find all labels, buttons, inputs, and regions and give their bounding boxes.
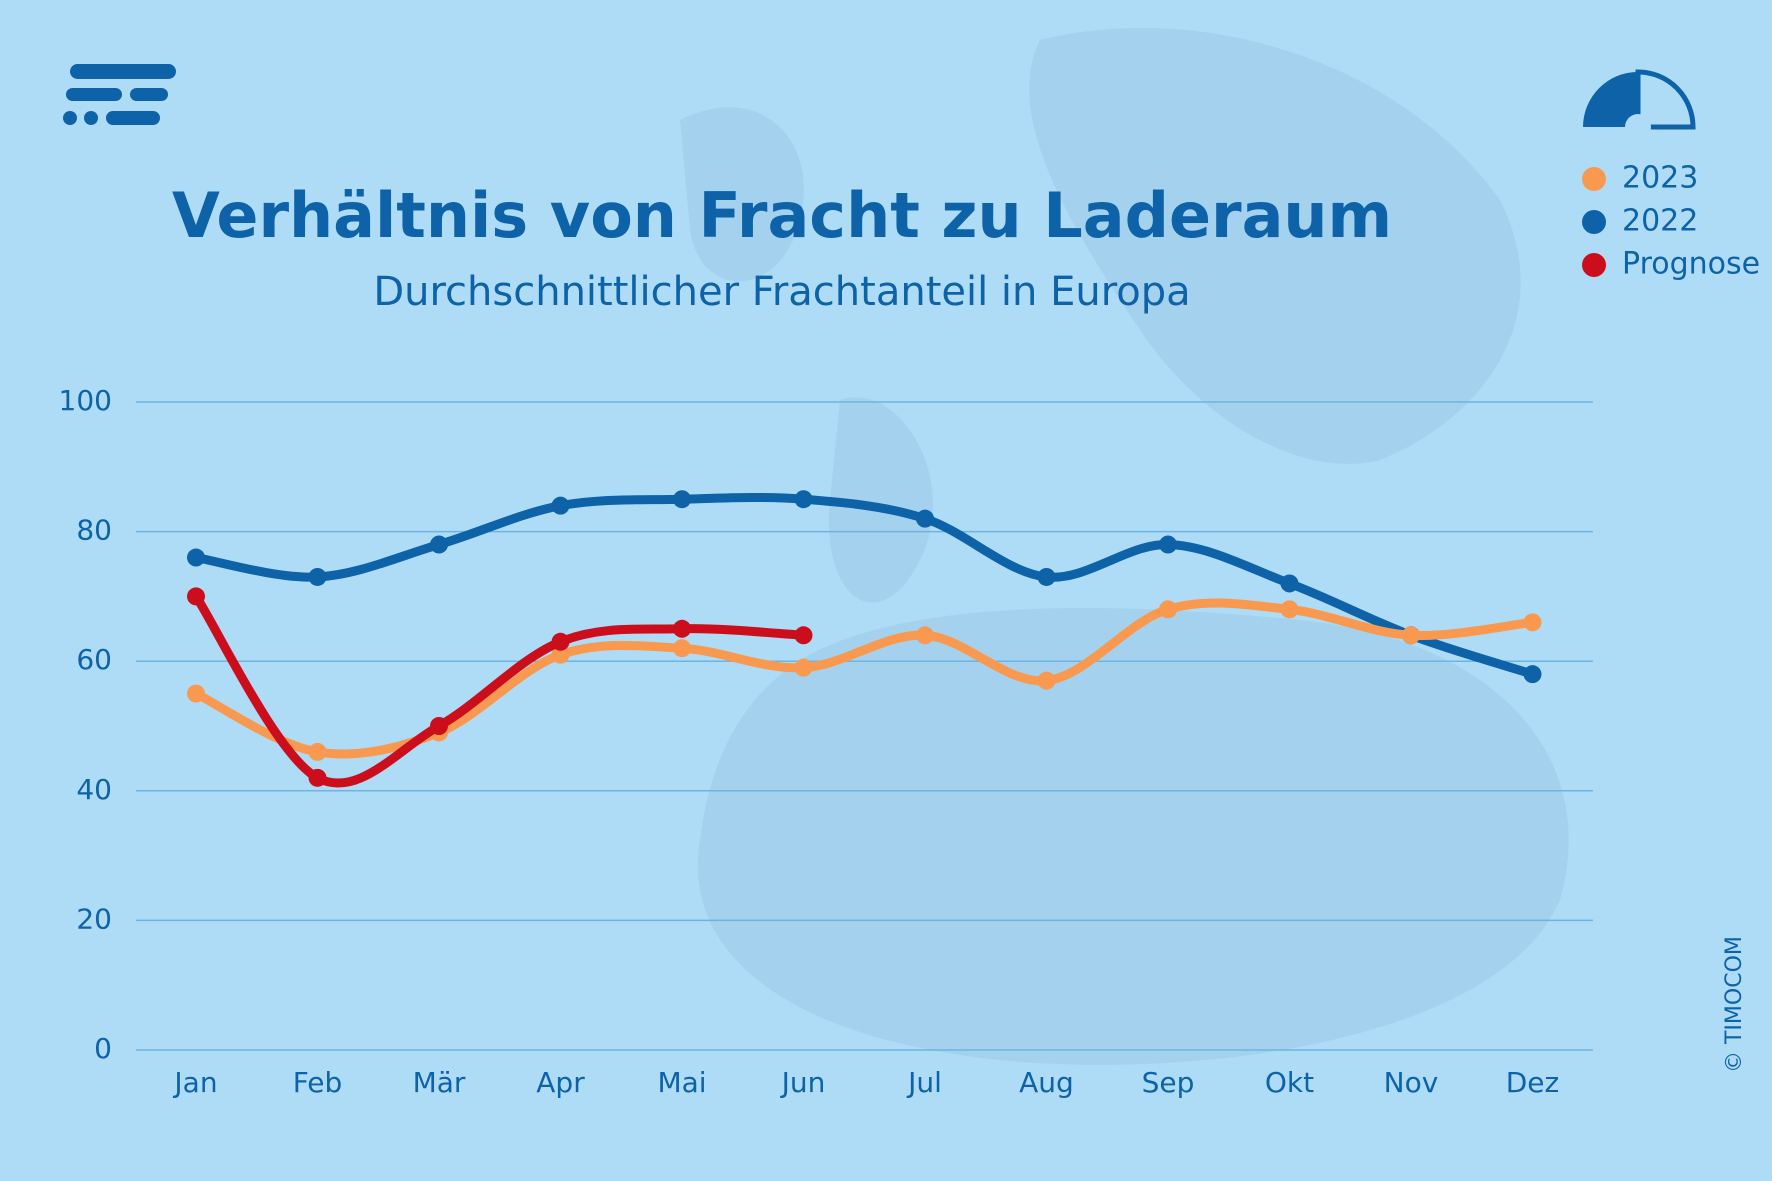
data-point (1280, 600, 1299, 619)
gauge-icon (1583, 69, 1696, 140)
data-point (187, 548, 205, 567)
legend-swatch (1582, 253, 1606, 277)
legend-swatch (1582, 210, 1606, 234)
data-point (430, 717, 448, 735)
y-tick-label: 100 (59, 384, 112, 417)
x-tick-label: Mär (413, 1066, 466, 1099)
data-point (916, 626, 934, 645)
data-point (1037, 567, 1056, 586)
x-tick-label: Jul (906, 1066, 942, 1099)
y-tick-label: 40 (76, 773, 112, 806)
data-point (551, 645, 570, 664)
data-point (1402, 626, 1420, 645)
chart-title: Verhältnis von Fracht zu Laderaum (172, 179, 1392, 252)
x-tick-label: Mai (657, 1066, 706, 1099)
credit: © TIMOCOM (1722, 936, 1747, 1073)
x-tick-label: Apr (536, 1066, 585, 1099)
x-tick-label: Sep (1142, 1066, 1195, 1099)
data-point (673, 639, 691, 658)
legend-label: 2023 (1622, 161, 1698, 196)
legend-swatch (1582, 167, 1606, 191)
data-point (187, 684, 205, 703)
chart-subtitle: Durchschnittlicher Frachtanteil in Europ… (373, 269, 1190, 315)
data-point (673, 619, 691, 638)
legend-label: 2022 (1622, 204, 1698, 239)
data-point (187, 587, 205, 606)
y-tick-label: 20 (76, 902, 112, 935)
data-point (794, 626, 813, 645)
y-tick-label: 60 (76, 643, 112, 676)
x-tick-label: Dez (1506, 1066, 1559, 1099)
y-tick-label: 0 (94, 1032, 112, 1065)
data-point (794, 658, 813, 677)
data-point (1037, 671, 1056, 690)
data-point (1523, 665, 1542, 684)
data-point (308, 768, 327, 787)
x-tick-label: Jun (780, 1066, 826, 1099)
map-decoration (680, 27, 1569, 1065)
data-point (673, 490, 691, 509)
data-point (308, 742, 327, 761)
data-point (551, 632, 570, 651)
data-point (916, 509, 934, 528)
x-tick-label: Nov (1384, 1066, 1439, 1099)
data-point (794, 490, 813, 509)
x-tick-label: Jan (172, 1066, 217, 1099)
data-point (1159, 600, 1177, 619)
x-tick-label: Okt (1265, 1066, 1314, 1099)
data-point (1523, 613, 1542, 632)
y-tick-label: 80 (76, 514, 112, 547)
data-point (551, 496, 570, 515)
data-point (308, 567, 327, 586)
logo (63, 64, 176, 125)
series-line (191, 492, 1537, 679)
x-tick-label: Aug (1019, 1066, 1074, 1099)
x-tick-label: Feb (293, 1066, 343, 1099)
legend-label: Prognose (1622, 247, 1760, 282)
data-point (430, 535, 448, 554)
data-point (1280, 574, 1299, 593)
data-point (1159, 535, 1177, 554)
